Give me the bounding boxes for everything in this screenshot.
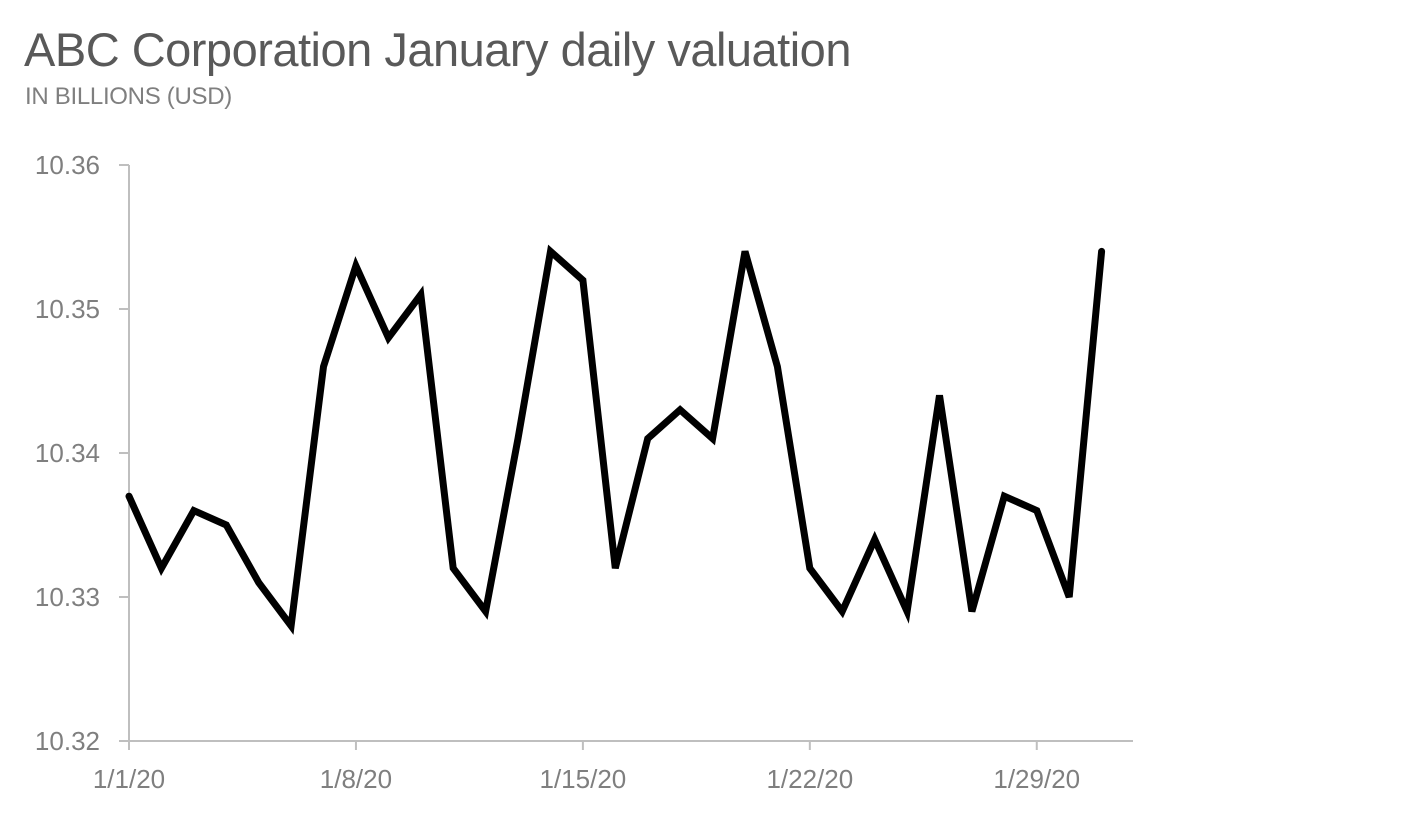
y-tick-label: 10.33 <box>35 582 100 612</box>
x-axis: 1/1/20 1/8/20 1/15/20 1/22/20 1/29/20 <box>93 740 1133 794</box>
x-tick-label: 1/8/20 <box>320 764 392 794</box>
y-tick-label: 10.34 <box>35 438 100 468</box>
x-tick-label: 1/15/20 <box>540 764 627 794</box>
valuation-series-line <box>125 244 1106 635</box>
y-tick-label: 10.35 <box>35 294 100 324</box>
x-tick-label: 1/22/20 <box>766 764 853 794</box>
y-tick-label: 10.32 <box>35 726 100 756</box>
x-tick-label: 1/1/20 <box>93 764 165 794</box>
x-tick-label: 1/29/20 <box>993 764 1080 794</box>
y-tick-label: 10.36 <box>35 150 100 180</box>
chart-title: ABC Corporation January daily valuation <box>24 23 851 76</box>
chart-subtitle: IN BILLIONS (USD) <box>25 83 232 110</box>
y-axis: 10.36 10.35 10.34 10.33 10.32 <box>35 150 130 756</box>
plot-area <box>125 244 1106 635</box>
